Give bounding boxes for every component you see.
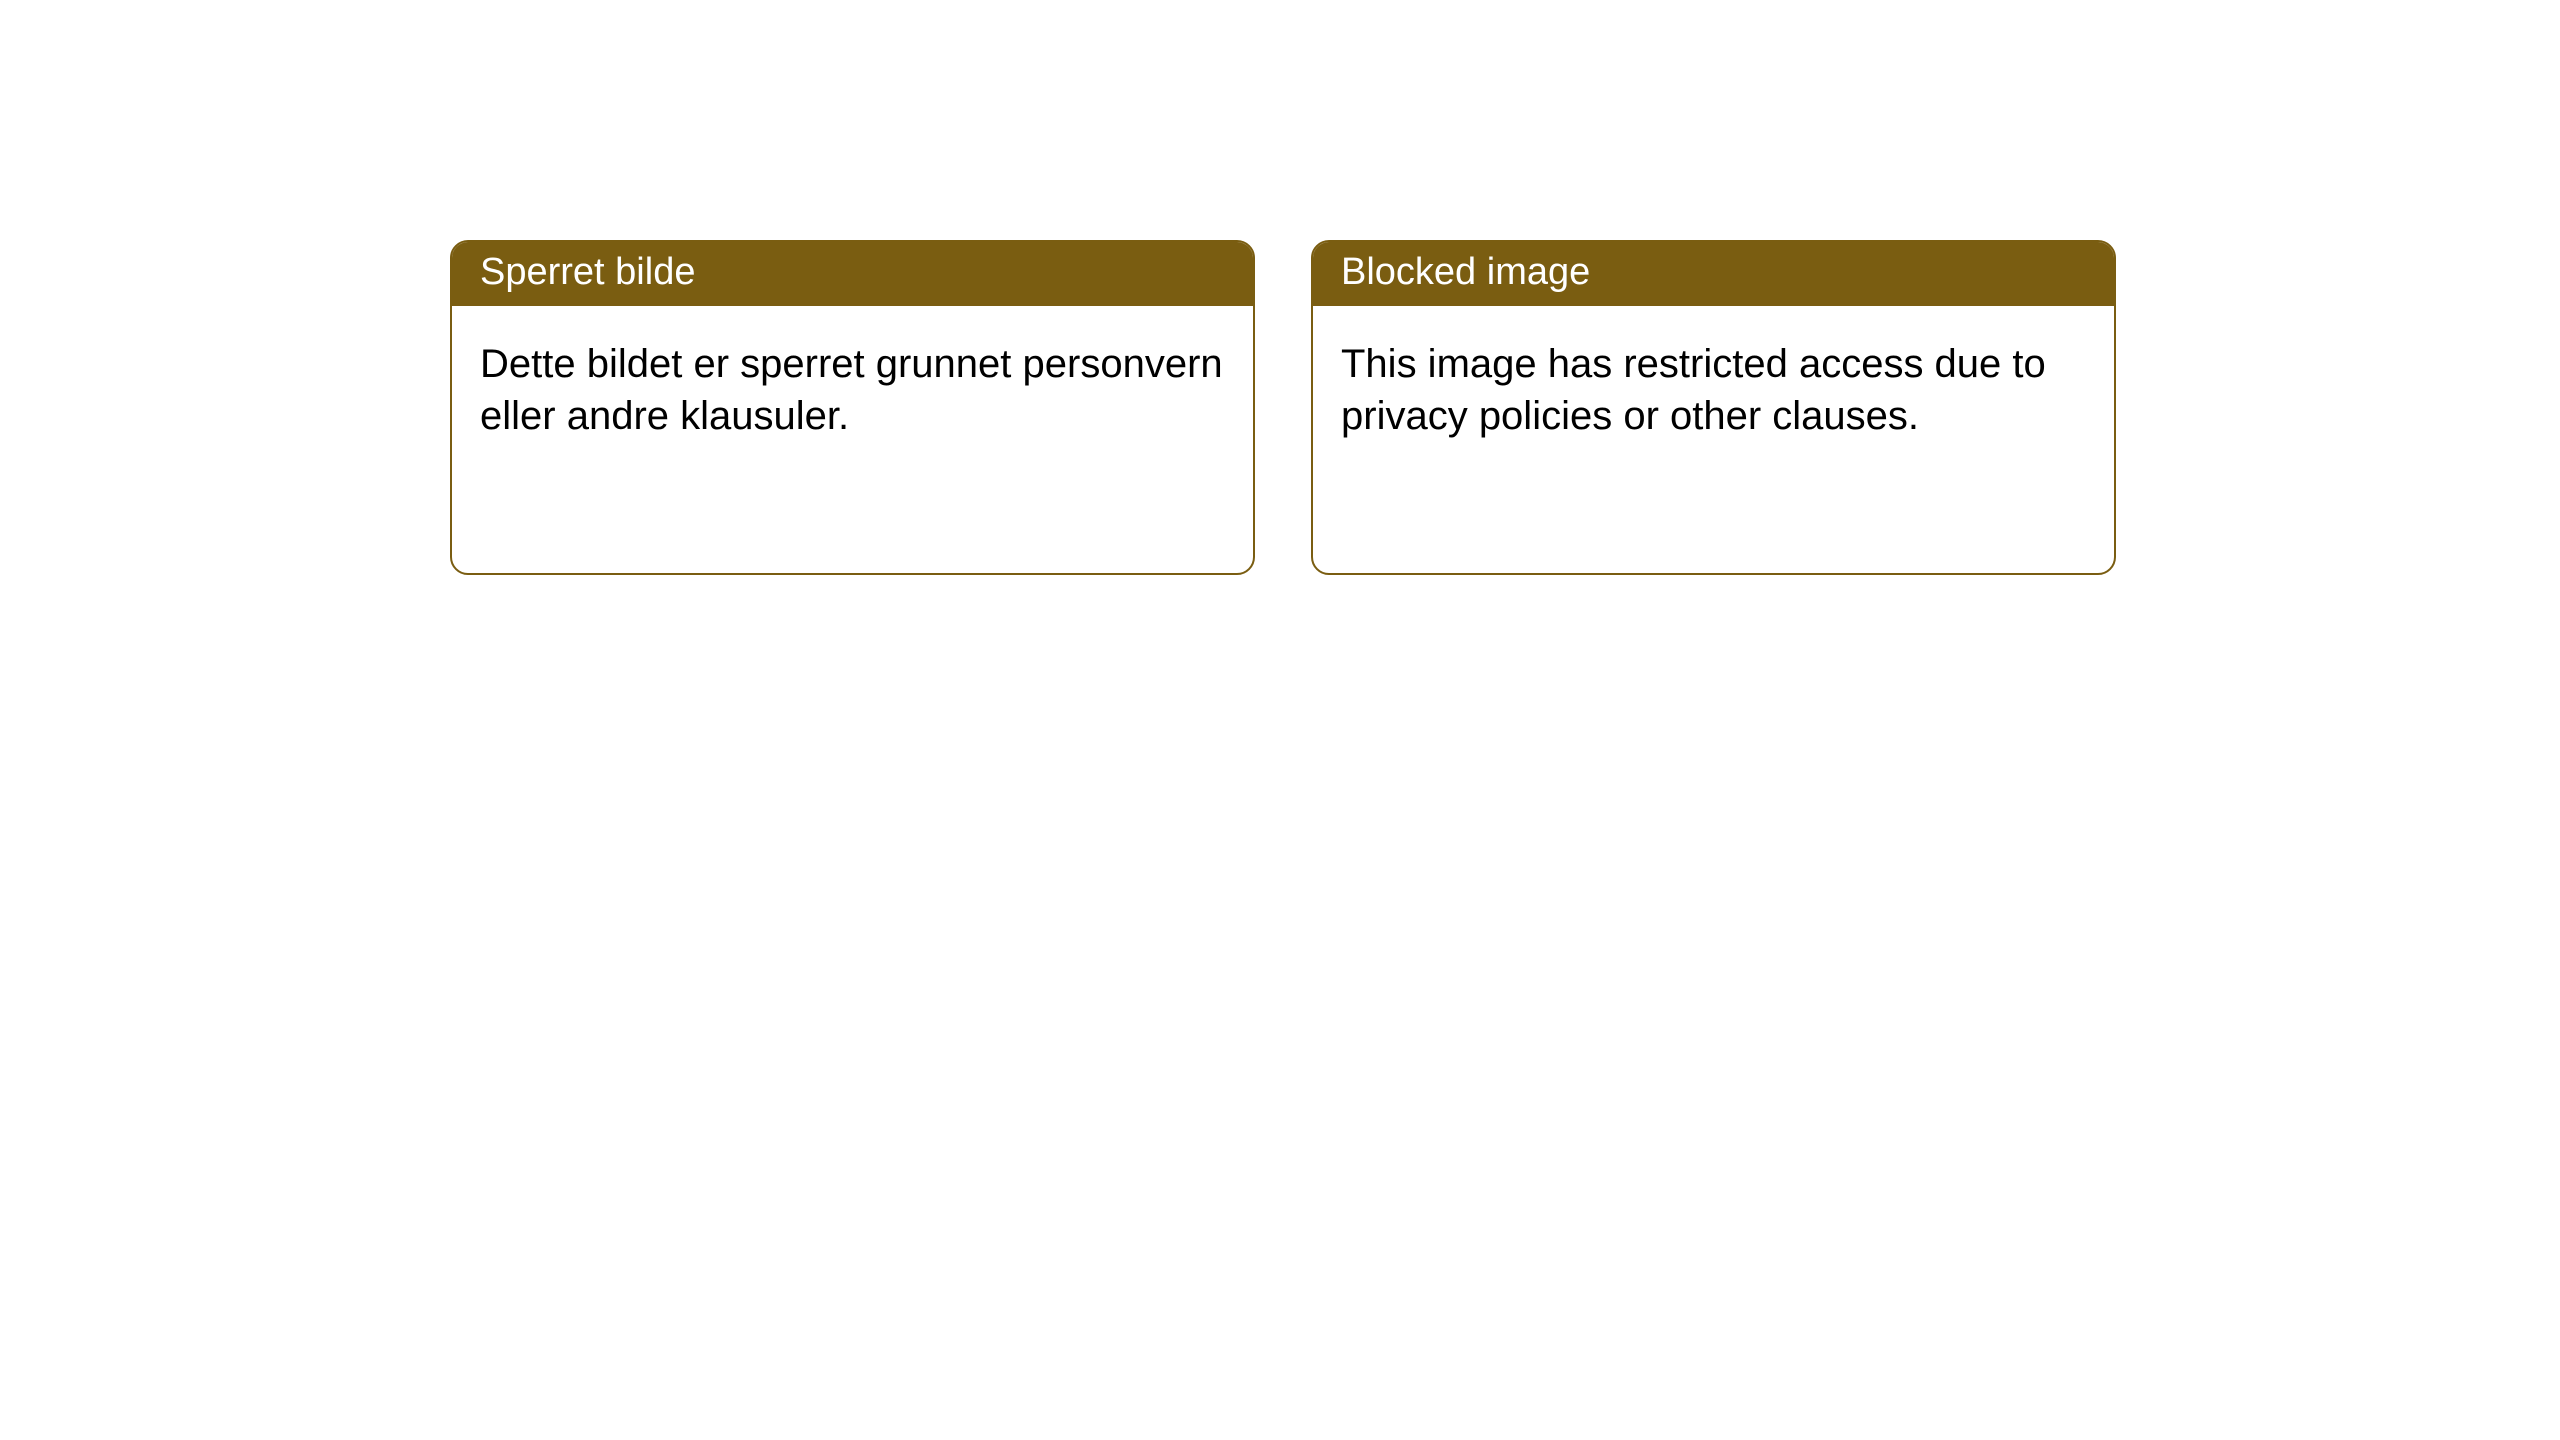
card-header-norwegian: Sperret bilde [452,242,1253,306]
message-cards-container: Sperret bilde Dette bildet er sperret gr… [0,0,2560,575]
card-body-english: This image has restricted access due to … [1313,306,2114,476]
blocked-image-card-english: Blocked image This image has restricted … [1311,240,2116,575]
card-header-english: Blocked image [1313,242,2114,306]
card-body-norwegian: Dette bildet er sperret grunnet personve… [452,306,1253,476]
blocked-image-card-norwegian: Sperret bilde Dette bildet er sperret gr… [450,240,1255,575]
